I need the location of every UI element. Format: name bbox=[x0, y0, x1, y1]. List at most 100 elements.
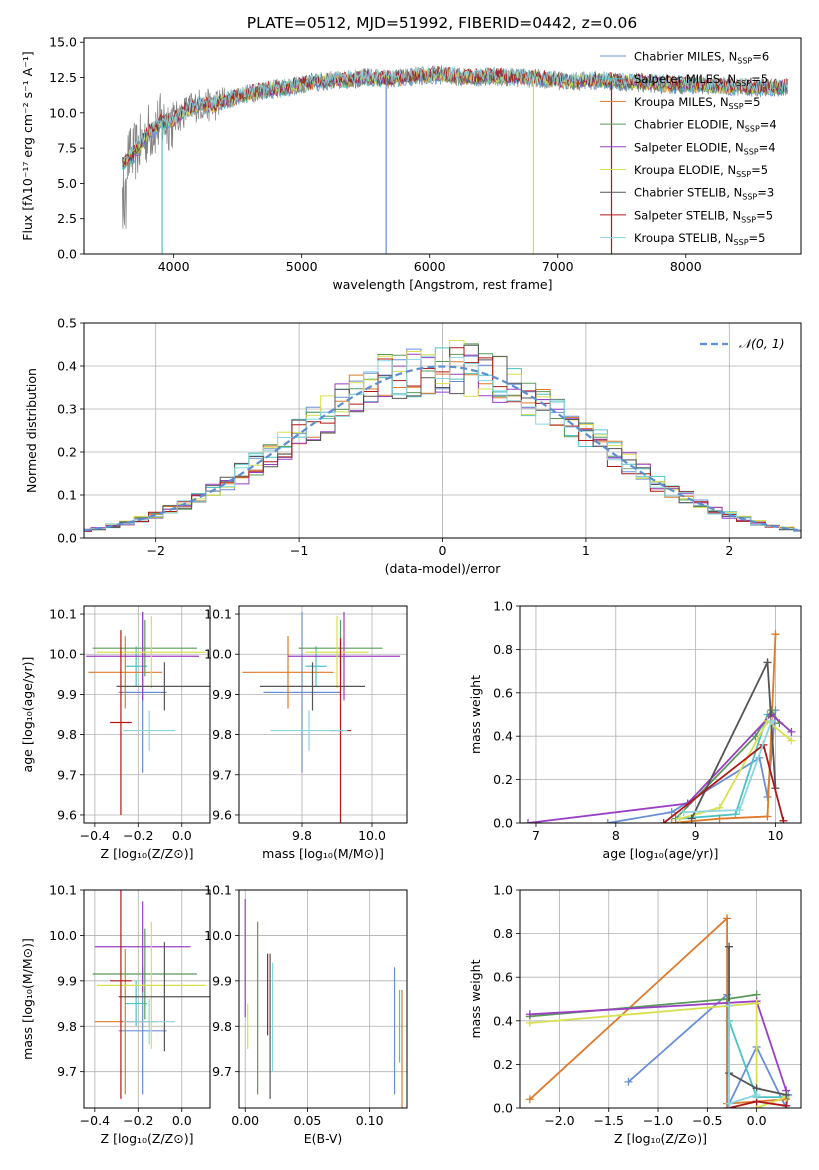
weight-marker bbox=[763, 658, 772, 667]
legend-label-tail: =6 bbox=[752, 50, 769, 64]
x-tick-label: 9 bbox=[692, 828, 700, 843]
x-tick-label: 10 bbox=[768, 828, 784, 843]
weight-marker bbox=[763, 812, 772, 821]
residual-legend: 𝒩(0, 1) bbox=[700, 336, 785, 351]
x-tick-label: 0 bbox=[439, 543, 447, 558]
errorbar-point bbox=[123, 710, 176, 751]
y-tick-label: 10.0 bbox=[49, 928, 77, 943]
plot-area-age-vs-mass bbox=[242, 612, 400, 823]
weight-marker bbox=[624, 1077, 633, 1086]
panel-mass-weight-vs-age: 7 8 9 10 0.0 0.2 0.4 0.6 0.8 1.0 age [log₁₀(age/yr… bbox=[468, 599, 802, 861]
plot-area-age-vs-Z bbox=[86, 612, 210, 815]
panel-mass-vs-EBV: 0.00 0.05 0.10 9.7 9.8 9.9 10.0 10.1 E(B-V) bbox=[204, 883, 408, 1146]
errorbar-point bbox=[125, 980, 147, 1027]
weight-marker bbox=[667, 808, 676, 817]
errorbar-point bbox=[305, 616, 369, 689]
axes-frame bbox=[83, 889, 211, 1109]
weight-marker bbox=[725, 1001, 734, 1010]
weight-marker bbox=[725, 1099, 734, 1108]
errorbar-point bbox=[110, 890, 132, 1099]
x-tick-label: 5000 bbox=[286, 259, 318, 274]
y-tick-label: 9.9 bbox=[57, 687, 77, 702]
legend-label-sub: SSP bbox=[745, 125, 760, 134]
y-tick-label: 9.7 bbox=[212, 1064, 232, 1079]
y-tick-label: 0.8 bbox=[493, 926, 513, 941]
y-tick-label: 0.6 bbox=[493, 970, 513, 985]
x-tick-label: 2 bbox=[725, 543, 733, 558]
weight-series-line bbox=[679, 719, 792, 820]
y-tick-label: 0.0 bbox=[57, 247, 77, 262]
y-tick-label: 0.0 bbox=[493, 816, 513, 831]
x-tick-label: 0.0 bbox=[172, 828, 192, 843]
y-tick-label: 9.6 bbox=[57, 807, 77, 822]
normal-curve bbox=[84, 365, 799, 532]
y-tick-label: 0.2 bbox=[57, 445, 77, 460]
legend-label: Chabrier MILES, NSSP=6 bbox=[634, 50, 769, 66]
weight-marker bbox=[782, 1101, 791, 1108]
legend-label-main: Kroupa STELIB, N bbox=[634, 231, 734, 245]
y-tick-label: 9.9 bbox=[212, 973, 232, 988]
y-axis-label: mass weight bbox=[468, 675, 483, 754]
plot-area-mass-vs-Z bbox=[92, 890, 210, 1099]
x-axis-label: (data-model)/error bbox=[385, 561, 502, 576]
panel-residuals: −2 −1 0 1 2 0.0 0.1 0.2 0.3 0.4 0.5 (data-model)/er… bbox=[24, 316, 802, 576]
axes-frame bbox=[238, 889, 408, 1109]
x-tick-label: −0.2 bbox=[123, 1113, 153, 1128]
weight-marker bbox=[525, 1010, 534, 1019]
errorbar-point bbox=[92, 620, 197, 677]
histogram-series bbox=[84, 344, 801, 532]
axes-frame bbox=[519, 889, 802, 1109]
x-tick-label: 0.00 bbox=[231, 1113, 259, 1128]
weight-marker bbox=[779, 816, 788, 823]
y-tick-label: 0.2 bbox=[493, 1057, 513, 1072]
legend-label-tail: =4 bbox=[759, 140, 776, 154]
errorbar-point bbox=[263, 612, 341, 773]
y-axis-label: Flux [fλ10⁻¹⁷ erg cm⁻² s⁻¹ A⁻¹] bbox=[20, 51, 35, 240]
y-tick-label: 9.9 bbox=[57, 973, 77, 988]
y-tick-label: 2.5 bbox=[57, 211, 77, 226]
errorbar-point bbox=[92, 928, 197, 1020]
legend-label: Kroupa ELODIE, NSSP=5 bbox=[634, 163, 768, 179]
plot-area-spectrum bbox=[122, 65, 789, 254]
x-tick-label: −0.4 bbox=[80, 828, 110, 843]
panel-mass-vs-Z: −0.4 −0.2 0.0 9.7 9.8 9.9 10.0 10.1 Z [log₁₀(Z/Z… bbox=[20, 883, 211, 1146]
x-tick-label: −1 bbox=[290, 543, 308, 558]
weight-marker bbox=[752, 999, 761, 1008]
legend-label: Kroupa STELIB, NSSP=5 bbox=[634, 231, 765, 247]
weight-series-line bbox=[690, 658, 777, 820]
x-tick-label: 0.0 bbox=[747, 1113, 767, 1128]
y-tick-label: 9.7 bbox=[57, 767, 77, 782]
y-axis-label: Normed distribution bbox=[24, 368, 39, 493]
spectrum-model-line bbox=[122, 65, 788, 166]
legend-label-main: Salpeter ELODIE, N bbox=[634, 140, 744, 154]
weight-marker bbox=[787, 727, 796, 736]
y-tick-label: 0.2 bbox=[493, 772, 513, 787]
weight-marker bbox=[679, 808, 688, 817]
x-tick-label: 10.0 bbox=[358, 828, 386, 843]
y-tick-label: 10.0 bbox=[49, 105, 77, 120]
legend-label-main: Kroupa ELODIE, N bbox=[634, 163, 736, 177]
legend-label: Salpeter MILES, NSSP=5 bbox=[634, 72, 768, 88]
errorbar-point bbox=[110, 630, 132, 815]
y-tick-label: 9.6 bbox=[212, 807, 232, 822]
y-tick-label: 10.1 bbox=[204, 883, 232, 898]
x-tick-label: −1.5 bbox=[594, 1113, 624, 1128]
y-tick-label: 0.1 bbox=[57, 488, 77, 503]
weight-marker bbox=[659, 819, 668, 823]
y-axis-label: age [log₁₀(age/yr)] bbox=[20, 657, 35, 773]
x-tick-label: −2 bbox=[146, 543, 164, 558]
weight-marker bbox=[603, 819, 612, 823]
y-tick-label: 0.6 bbox=[493, 685, 513, 700]
x-tick-label: −0.2 bbox=[123, 828, 153, 843]
plot-area-mass-weight-vs-Z bbox=[525, 914, 793, 1108]
x-tick-label: −2.0 bbox=[544, 1113, 574, 1128]
legend-label-sub: SSP bbox=[736, 79, 751, 88]
spectrum-legend: Chabrier MILES, NSSP=6 Salpeter MILES, NS… bbox=[600, 50, 777, 247]
y-tick-label: 0.4 bbox=[57, 359, 77, 374]
weight-marker bbox=[523, 819, 532, 823]
spectrum-model-line bbox=[122, 65, 788, 161]
legend-label-tail: =3 bbox=[757, 186, 774, 200]
legend-label-sub: SSP bbox=[741, 215, 756, 224]
y-tick-label: 9.8 bbox=[212, 727, 232, 742]
